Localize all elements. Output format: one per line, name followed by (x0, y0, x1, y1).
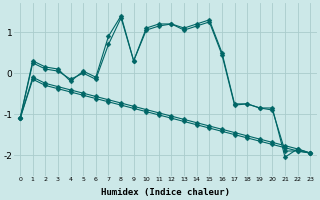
X-axis label: Humidex (Indice chaleur): Humidex (Indice chaleur) (101, 188, 230, 197)
